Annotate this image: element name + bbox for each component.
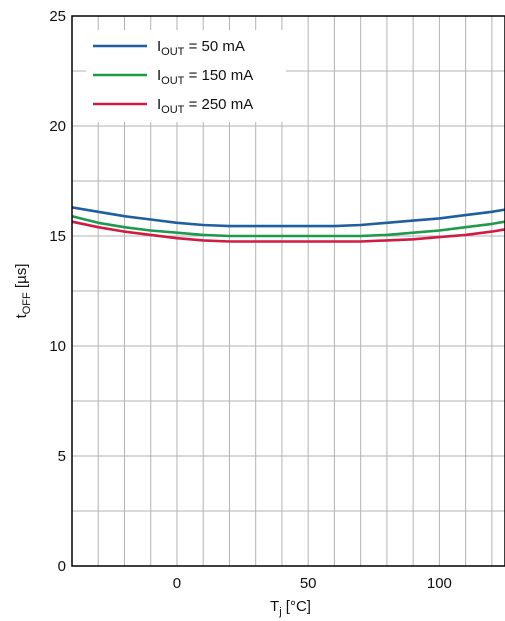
- legend-entry-sub: OUT: [161, 75, 185, 87]
- legend-entry-main: I: [157, 38, 161, 55]
- x-tick-label: 100: [427, 575, 452, 592]
- legend-entry-sub: OUT: [161, 104, 185, 116]
- y-tick-label: 15: [49, 228, 66, 245]
- plot-frame: [71, 15, 505, 567]
- legend-entry-rest: = 50 mA: [184, 38, 244, 55]
- x-axis-label-main: T: [270, 598, 279, 615]
- legend-entry-rest: = 250 mA: [184, 96, 253, 113]
- legend-entry-rest: = 150 mA: [184, 67, 253, 84]
- series-line-3: [71, 220, 505, 243]
- x-tick-label: 0: [173, 575, 181, 592]
- legend-entry-sub: OUT: [161, 46, 185, 58]
- series-line-1: [71, 206, 505, 228]
- legend-entry-main: I: [157, 67, 161, 84]
- legend-entry-3: IOUT = 250 mA: [157, 96, 253, 116]
- x-axis-label: Tj [°C]: [270, 598, 311, 618]
- y-tick-label: 10: [49, 338, 66, 355]
- x-tick-label: 50: [300, 575, 317, 592]
- y-axis-label-main: t: [13, 313, 30, 318]
- y-tick-label: 5: [58, 448, 66, 465]
- y-tick-label: 0: [58, 558, 66, 575]
- series-layer: [71, 206, 505, 243]
- x-axis-label-sub: j: [278, 606, 281, 618]
- tick-labels: 0 5 10 15 20 25 0 50 100: [49, 8, 452, 592]
- x-axis-label-unit: [°C]: [282, 598, 311, 615]
- y-axis-label: tOFF [µs]: [13, 264, 33, 319]
- legend-entry-1: IOUT = 50 mA: [157, 38, 245, 58]
- y-axis-label-unit: [µs]: [13, 264, 30, 293]
- y-tick-label: 25: [49, 8, 66, 25]
- y-axis-label-sub: OFF: [21, 292, 33, 314]
- y-tick-label: 20: [49, 118, 66, 135]
- legend-entry-main: I: [157, 96, 161, 113]
- legend-entry-2: IOUT = 150 mA: [157, 67, 253, 87]
- series-line-2: [71, 214, 505, 238]
